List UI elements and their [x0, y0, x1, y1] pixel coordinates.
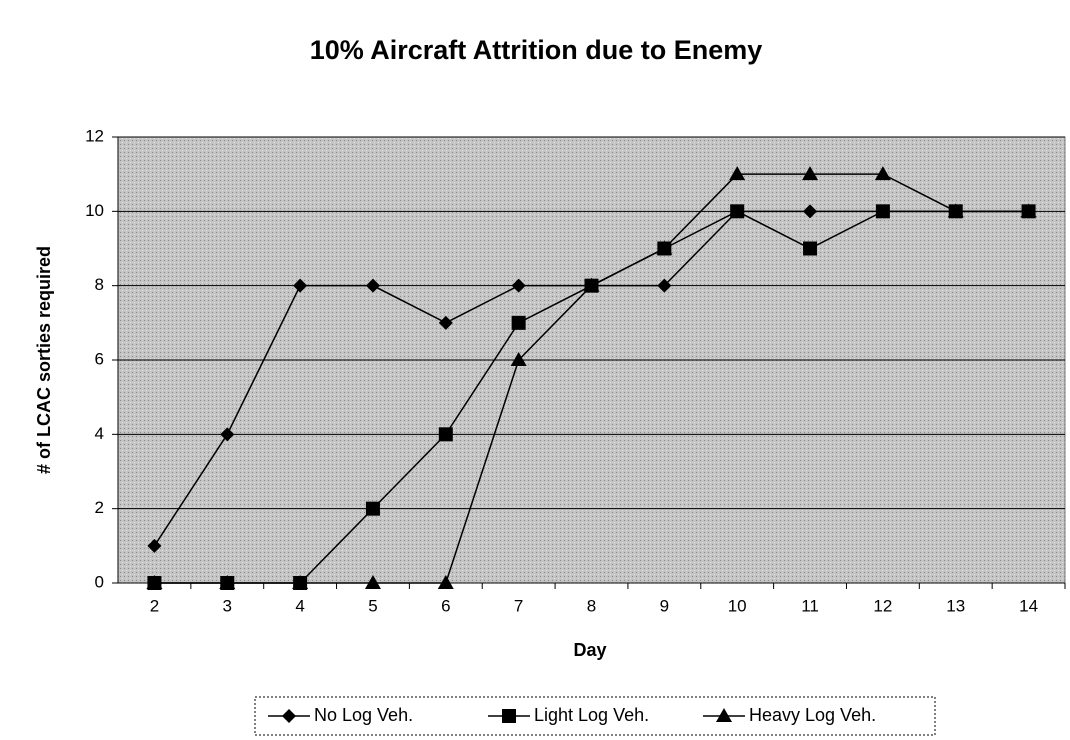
legend-label: Heavy Log Veh. [749, 705, 876, 725]
marker-triangle [510, 352, 527, 366]
legend [254, 696, 936, 736]
x-tick-label: 7 [514, 596, 523, 615]
x-tick-label: 2 [150, 596, 159, 615]
marker-square [502, 709, 516, 723]
x-tick-label: 8 [587, 596, 596, 615]
x-tick-label: 3 [223, 596, 232, 615]
y-tick-label: 8 [95, 275, 104, 294]
marker-diamond [282, 709, 296, 723]
marker-triangle [802, 166, 819, 181]
x-tick-label: 14 [1019, 596, 1038, 615]
x-axis-label: Day [573, 640, 606, 660]
marker-triangle [146, 575, 163, 589]
marker-triangle [364, 575, 381, 589]
marker-square [803, 241, 818, 256]
x-tick-label: 13 [946, 596, 965, 615]
x-tick-label: 4 [295, 596, 304, 615]
marker-diamond [147, 538, 162, 553]
legend-label: No Log Veh. [314, 705, 413, 725]
y-axis-label: # of LCAC sorties required [34, 246, 54, 474]
marker-diamond [365, 278, 380, 293]
marker-diamond [803, 204, 818, 219]
marker-triangle [583, 277, 600, 292]
x-tick-label: 12 [873, 596, 892, 615]
marker-triangle [1020, 203, 1037, 218]
y-tick-label: 4 [95, 424, 104, 443]
x-tick-label: 6 [441, 596, 450, 615]
marker-triangle [874, 166, 891, 181]
marker-triangle [729, 166, 746, 181]
y-tick-label: 0 [95, 572, 104, 591]
marker-diamond [293, 278, 308, 293]
marker-square [365, 501, 380, 516]
marker-diamond [657, 278, 672, 293]
x-tick-label: 9 [660, 596, 669, 615]
marker-diamond [438, 315, 453, 330]
x-tick-label: 11 [801, 596, 819, 615]
marker-square [875, 204, 890, 219]
plot-layer: 0 2 4 6 8 10 12 2 3 4 5 6 7 8 9 10 11 12 13 14 No Log Veh. Li… [85, 126, 1066, 725]
marker-square [438, 427, 453, 442]
y-tick-label: 10 [85, 201, 104, 220]
marker-square [730, 204, 745, 219]
y-tick-label: 6 [95, 349, 104, 368]
marker-diamond [511, 278, 526, 293]
marker-triangle [716, 708, 732, 722]
legend-label: Light Log Veh. [534, 705, 649, 725]
y-tick-label: 12 [85, 126, 104, 145]
x-tick-label: 10 [728, 596, 747, 615]
marker-square [511, 315, 526, 330]
marker-triangle [656, 240, 673, 255]
marker-triangle [219, 575, 236, 589]
marker-triangle [947, 203, 964, 218]
marker-triangle [437, 575, 454, 589]
chart-title: 10% Aircraft Attrition due to Enemy [310, 35, 763, 65]
y-tick-label: 2 [95, 498, 104, 517]
marker-diamond [220, 427, 235, 442]
x-tick-label: 5 [368, 596, 377, 615]
marker-triangle [292, 575, 309, 589]
